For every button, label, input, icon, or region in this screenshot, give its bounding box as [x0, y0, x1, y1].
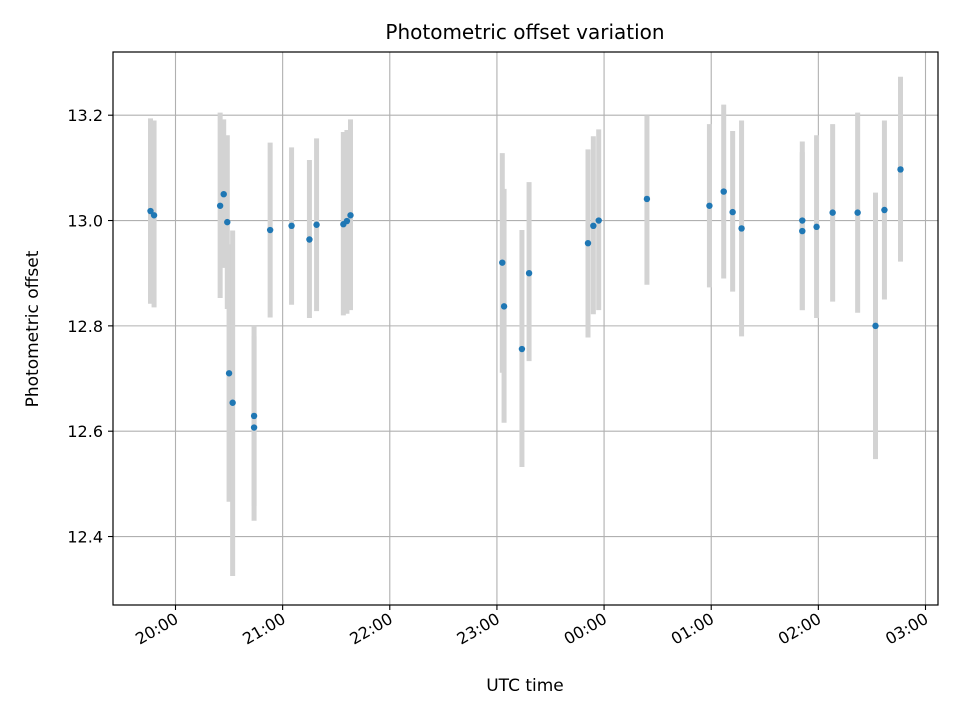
data-point [595, 217, 602, 224]
data-point [799, 217, 806, 224]
chart-title: Photometric offset variation [385, 20, 664, 44]
data-point [216, 202, 224, 209]
data-point [250, 424, 258, 431]
data-point [729, 208, 736, 216]
y-tick-label: 12.6 [67, 422, 103, 441]
plot-area-frame [112, 51, 939, 606]
data-point [266, 226, 274, 234]
data-point [706, 202, 713, 209]
data-point [720, 188, 727, 195]
data-point [829, 209, 836, 216]
data-point [150, 212, 158, 219]
data-point [881, 206, 888, 214]
data-points [147, 166, 904, 431]
data-point [343, 217, 351, 225]
data-point [250, 412, 258, 420]
y-tick-label: 12.8 [67, 317, 103, 336]
data-point [799, 227, 806, 235]
data-point [147, 207, 154, 215]
grid [113, 52, 938, 605]
data-point [590, 222, 597, 229]
data-point [347, 212, 354, 219]
data-point [897, 166, 904, 173]
y-tick-label: 13.2 [67, 106, 103, 125]
data-point [813, 223, 820, 231]
data-point [738, 225, 745, 232]
y-axis: 12.4 12.6 12.8 13.0 13.2 [67, 106, 113, 547]
data-point [306, 236, 313, 243]
y-tick-label: 12.4 [67, 528, 103, 547]
data-point [518, 345, 526, 353]
data-point [288, 222, 295, 229]
data-point [499, 259, 506, 266]
data-point [225, 370, 233, 377]
data-point [854, 209, 861, 216]
data-point [229, 399, 236, 406]
data-point [313, 221, 320, 228]
data-point [643, 195, 651, 203]
data-point [872, 322, 879, 330]
x-axis-title: UTC time [486, 676, 564, 696]
data-point [224, 218, 231, 226]
data-point [525, 270, 533, 277]
y-axis-title: Photometric offset [23, 250, 43, 407]
data-point [500, 303, 508, 310]
data-point [584, 239, 592, 247]
y-tick-label: 13.0 [67, 212, 103, 231]
data-point [220, 191, 227, 198]
